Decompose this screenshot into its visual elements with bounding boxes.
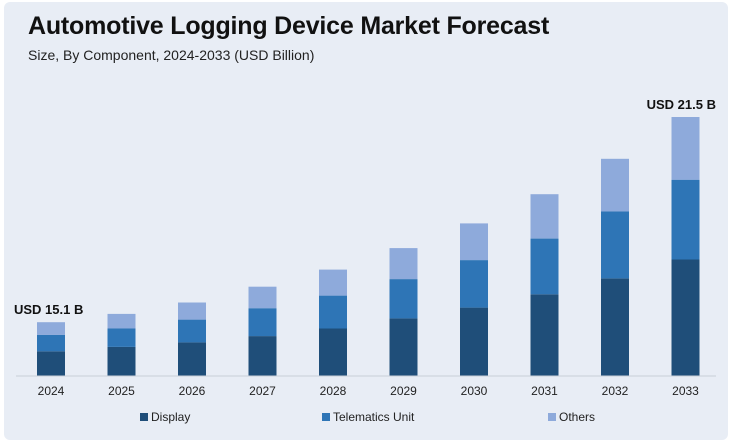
bar-telematics-unit-2026: [178, 319, 206, 343]
bar-telematics-unit-2029: [389, 279, 418, 319]
bar-display-2028: [319, 328, 347, 376]
bar-others-2032: [601, 158, 629, 212]
legend-label-telematics-unit: Telematics Unit: [333, 410, 415, 424]
bar-display-2027: [248, 336, 277, 376]
legend: Display Telematics Unit Others: [140, 410, 595, 424]
bar-display-2026: [178, 342, 206, 376]
bar-telematics-unit-2027: [248, 308, 277, 337]
bar-others-2031: [530, 194, 559, 239]
legend-swatch-others: [548, 413, 556, 421]
x-tick-label-2032: 2032: [602, 384, 629, 398]
bar-others-2026: [178, 302, 206, 320]
bar-display-2032: [601, 278, 629, 376]
bar-others-2025: [107, 313, 136, 329]
legend-swatch-telematics-unit: [322, 413, 330, 421]
bar-others-2028: [319, 269, 347, 296]
legend-item-telematics-unit: Telematics Unit: [322, 410, 415, 424]
x-tick-label-2033: 2033: [672, 384, 699, 398]
x-tick-label-2027: 2027: [249, 384, 276, 398]
bar-telematics-unit-2031: [530, 238, 559, 295]
value-callout-2033: USD 21.5 B: [647, 97, 716, 112]
bar-display-2029: [389, 318, 418, 376]
bar-telematics-unit-2033: [671, 179, 700, 260]
bar-display-2024: [37, 351, 65, 376]
bar-telematics-unit-2025: [107, 328, 136, 347]
chart-title: Automotive Logging Device Market Forecas…: [28, 12, 550, 40]
x-axis-tick-labels: 2024 2025 2026 2027 2028 2029 2030 2031 2032 2033: [38, 384, 700, 398]
bar-display-2031: [530, 294, 559, 376]
bar-display-2030: [460, 307, 488, 376]
value-callout-2024: USD 15.1 B: [14, 302, 83, 317]
legend-label-others: Others: [559, 410, 595, 424]
bar-others-2033: [671, 117, 700, 180]
x-tick-label-2029: 2029: [390, 384, 417, 398]
x-tick-label-2025: 2025: [108, 384, 135, 398]
bar-others-2029: [389, 248, 418, 280]
bars-group: [37, 117, 700, 376]
bar-display-2025: [107, 346, 136, 376]
bar-telematics-unit-2032: [601, 211, 629, 279]
bar-others-2027: [248, 286, 277, 309]
bar-others-2024: [37, 322, 65, 335]
bar-telematics-unit-2024: [37, 334, 65, 352]
x-tick-label-2031: 2031: [531, 384, 558, 398]
bar-display-2033: [671, 259, 700, 376]
bar-telematics-unit-2030: [460, 260, 488, 308]
x-tick-label-2028: 2028: [320, 384, 347, 398]
legend-item-others: Others: [548, 410, 595, 424]
bar-others-2030: [460, 223, 488, 261]
legend-label-display: Display: [151, 410, 190, 424]
x-tick-label-2026: 2026: [179, 384, 206, 398]
value-callouts: USD 15.1 B USD 21.5 B: [14, 97, 716, 317]
legend-item-display: Display: [140, 410, 190, 424]
x-tick-label-2024: 2024: [38, 384, 65, 398]
bar-telematics-unit-2028: [319, 295, 347, 329]
chart-subtitle: Size, By Component, 2024-2033 (USD Billi…: [28, 47, 315, 63]
legend-swatch-display: [140, 413, 148, 421]
x-tick-label-2030: 2030: [461, 384, 488, 398]
